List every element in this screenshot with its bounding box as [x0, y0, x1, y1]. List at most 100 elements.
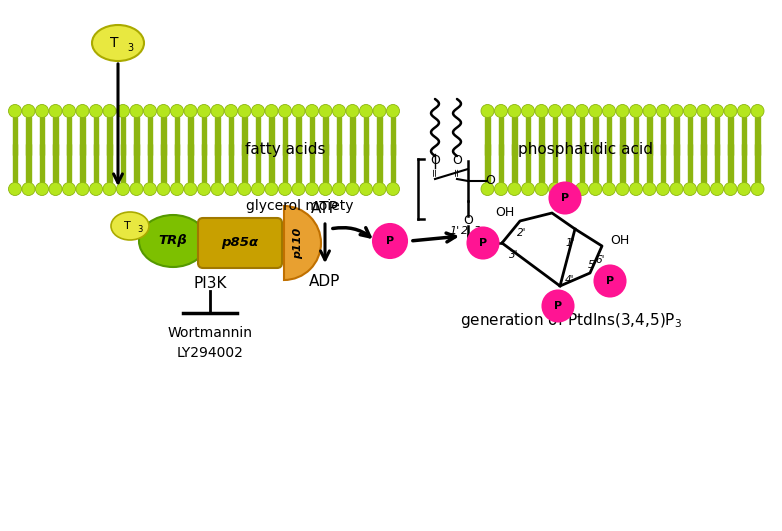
Text: 1': 1'	[450, 226, 460, 236]
Bar	[26, 144, 31, 183]
Bar	[350, 144, 355, 183]
Circle shape	[211, 105, 224, 117]
Bar	[687, 117, 692, 156]
Circle shape	[157, 105, 170, 117]
Circle shape	[319, 105, 332, 117]
Bar	[323, 144, 328, 183]
Text: Wortmannin: Wortmannin	[167, 326, 253, 340]
Bar	[701, 117, 706, 156]
Circle shape	[198, 105, 210, 117]
Circle shape	[589, 105, 602, 117]
Circle shape	[306, 105, 318, 117]
Bar	[80, 117, 85, 156]
Circle shape	[751, 183, 764, 195]
Bar	[202, 117, 206, 156]
Circle shape	[238, 183, 251, 195]
Circle shape	[332, 183, 346, 195]
Circle shape	[683, 105, 697, 117]
Bar	[323, 117, 328, 156]
Text: 3: 3	[475, 226, 482, 236]
Circle shape	[9, 183, 21, 195]
Bar	[620, 117, 625, 156]
Circle shape	[562, 105, 575, 117]
Bar	[526, 117, 530, 156]
Text: P: P	[606, 276, 614, 286]
Circle shape	[49, 183, 62, 195]
Bar	[134, 144, 139, 183]
Bar	[485, 117, 490, 156]
Circle shape	[360, 105, 372, 117]
Bar	[94, 144, 99, 183]
Circle shape	[144, 183, 156, 195]
Bar	[242, 144, 247, 183]
Circle shape	[697, 105, 710, 117]
Bar	[390, 117, 396, 156]
Text: 2': 2'	[517, 228, 527, 238]
Circle shape	[22, 105, 35, 117]
Circle shape	[616, 183, 629, 195]
Circle shape	[550, 183, 580, 213]
Text: 3': 3'	[509, 250, 518, 260]
Circle shape	[265, 105, 278, 117]
Circle shape	[360, 183, 372, 195]
Circle shape	[103, 105, 116, 117]
Circle shape	[548, 183, 561, 195]
Circle shape	[238, 105, 251, 117]
Circle shape	[481, 183, 494, 195]
Ellipse shape	[111, 212, 149, 240]
Text: glycerol moiety: glycerol moiety	[246, 199, 353, 213]
Text: OH: OH	[610, 235, 630, 247]
Circle shape	[103, 183, 116, 195]
Bar	[715, 117, 719, 156]
Circle shape	[373, 105, 386, 117]
Text: TRβ: TRβ	[159, 235, 188, 247]
Bar	[148, 144, 152, 183]
Bar	[336, 144, 342, 183]
Ellipse shape	[92, 25, 144, 61]
Circle shape	[278, 183, 292, 195]
Bar	[13, 117, 17, 156]
Circle shape	[63, 105, 76, 117]
Bar	[215, 117, 220, 156]
Circle shape	[494, 183, 508, 195]
Circle shape	[144, 105, 156, 117]
Bar	[53, 117, 58, 156]
Bar	[579, 144, 584, 183]
Bar	[296, 144, 301, 183]
Circle shape	[89, 105, 102, 117]
Circle shape	[117, 183, 130, 195]
Bar	[485, 144, 490, 183]
Bar	[336, 117, 342, 156]
Circle shape	[670, 183, 683, 195]
Bar	[256, 144, 260, 183]
Circle shape	[35, 183, 48, 195]
Text: =: =	[430, 166, 440, 176]
FancyBboxPatch shape	[198, 218, 282, 268]
Circle shape	[170, 183, 184, 195]
Circle shape	[346, 183, 359, 195]
Text: O: O	[430, 155, 440, 167]
Text: ADP: ADP	[310, 273, 341, 288]
Circle shape	[252, 105, 264, 117]
Text: 3: 3	[127, 43, 133, 53]
Bar	[539, 117, 544, 156]
Bar	[310, 144, 314, 183]
Bar	[674, 144, 679, 183]
Circle shape	[224, 183, 238, 195]
Bar	[13, 144, 17, 183]
Bar	[647, 117, 652, 156]
Circle shape	[22, 183, 35, 195]
Bar	[94, 117, 99, 156]
Bar	[566, 144, 571, 183]
Bar	[161, 144, 166, 183]
Circle shape	[49, 105, 62, 117]
Bar	[282, 144, 288, 183]
Text: ATP: ATP	[311, 201, 339, 217]
Bar	[228, 117, 233, 156]
Circle shape	[643, 183, 656, 195]
Bar	[269, 144, 274, 183]
Bar	[499, 144, 504, 183]
Text: P: P	[479, 238, 487, 248]
Text: P: P	[554, 301, 562, 311]
Text: PI3K: PI3K	[193, 276, 227, 290]
